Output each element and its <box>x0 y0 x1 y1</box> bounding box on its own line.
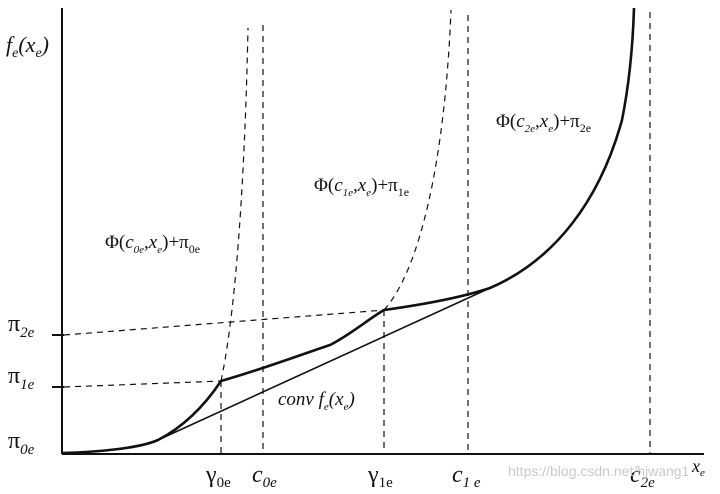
x-tick-label-c2e: c2e <box>630 462 655 491</box>
phi2-curve-label: Φ(c2e,xe)+π2e <box>496 111 591 135</box>
phi0-curve-label: Φ(c0e,xe)+π0e <box>105 232 200 256</box>
y-axis-title: fe(xe) <box>6 32 49 61</box>
phi0-dashed-curve <box>220 27 249 382</box>
x-tick-label-c1e: c1 e <box>452 462 481 491</box>
dashed-guide-pi1e <box>63 380 223 388</box>
watermark-text: https://blog.csdn.net/hjwang1 <box>508 463 690 479</box>
y-tick-label-pi1e: π1e <box>8 363 35 393</box>
x-tick-label-c0e: c0e <box>252 462 277 491</box>
x-tick-label-gamma0e: γ0e <box>205 462 231 491</box>
dashed-guide-pi2e <box>63 309 386 336</box>
y-tick-label-pi2e: π2e <box>8 311 35 341</box>
x-tick-label-gamma1e: γ1e <box>367 462 393 491</box>
y-tick-label-pi0e: π0e <box>8 428 35 458</box>
fe-solid-curve <box>61 7 636 455</box>
conv-fe-line <box>157 287 491 441</box>
phi1-curve-label: Φ(c1e,xe)+π1e <box>314 175 409 199</box>
phi1-dashed-curve <box>383 9 452 311</box>
conv-fe-label: conv fe(xe) <box>278 389 355 413</box>
x-axis-title: xe <box>691 456 705 479</box>
